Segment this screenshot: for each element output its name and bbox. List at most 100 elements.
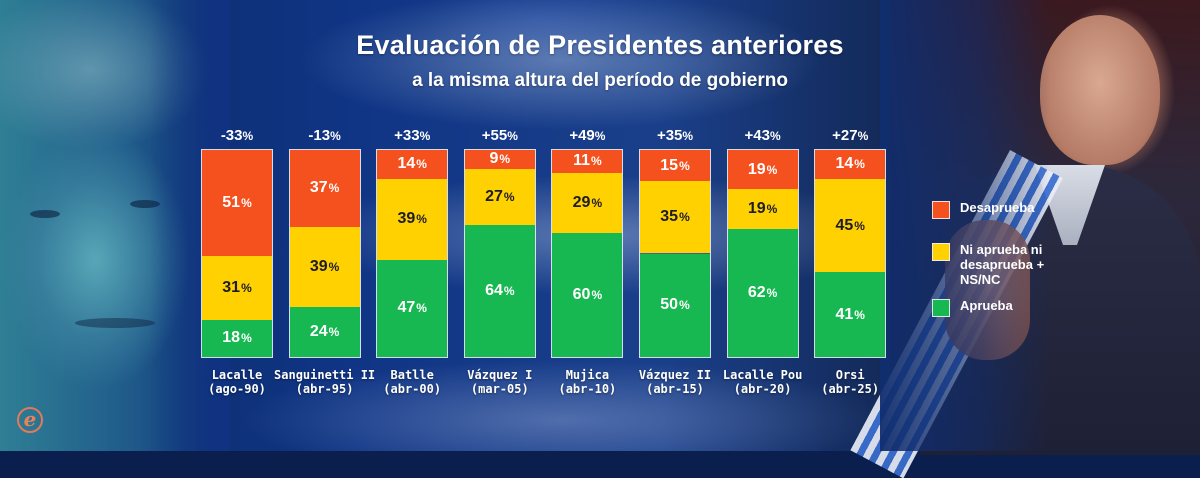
bar-vázquez-i: 9% 27% 64% (463, 149, 536, 358)
value-number: 24 (309, 323, 328, 341)
bar-segment-ni_ni: 45% (815, 178, 886, 273)
bar-segment-desaprueba: 9% (464, 150, 535, 169)
category-date: (mar-05) (470, 382, 529, 396)
percent-sign: % (330, 129, 341, 143)
value-number: +49 (569, 127, 595, 144)
percent-sign: % (416, 301, 427, 316)
net-balance-label: +27% (805, 127, 895, 144)
percent-sign: % (507, 129, 518, 143)
value-number: -33 (220, 127, 243, 144)
percent-sign: % (241, 331, 252, 346)
bar-segment-aprueba: 18% (202, 319, 272, 357)
chart-subtitle: a la misma altura del período de gobiern… (412, 70, 788, 91)
value-number: 37 (309, 179, 328, 197)
legend-label: Aprueba (960, 298, 1013, 313)
percent-sign: % (769, 129, 781, 143)
value-number: 27 (485, 187, 503, 205)
legend-swatch (932, 201, 950, 219)
bar-sanguinetti-ii: 37% 39% 24% (288, 149, 361, 358)
category-name: Orsi (835, 368, 865, 382)
portrait-eye (130, 200, 160, 208)
value-number: 19 (747, 199, 766, 217)
value-number: 47 (397, 299, 416, 317)
category-label: Lacalle Pou (abr-20) (708, 368, 818, 396)
percent-sign: % (679, 210, 690, 225)
net-balance-label: +43% (718, 127, 808, 144)
bar-segment-aprueba: 47% (377, 259, 448, 357)
category-name: Lacalle (211, 368, 263, 382)
bar-segment-ni_ni: 39% (377, 178, 448, 260)
net-balance-label: -13% (280, 127, 370, 144)
value-number: 39 (397, 210, 416, 228)
category-name: Vázquez II (638, 368, 712, 382)
percent-sign: % (594, 129, 606, 143)
category-date: (ago-90) (208, 382, 266, 396)
value-number: 41 (835, 305, 854, 323)
value-number: 18 (222, 329, 241, 347)
value-number: 9 (489, 150, 499, 168)
value-number: -13 (308, 127, 331, 144)
percent-sign: % (419, 129, 431, 143)
legend-label: Desaprueba (960, 200, 1035, 215)
percent-sign: % (499, 152, 511, 167)
value-number: 45 (835, 216, 854, 234)
bar-segment-ni_ni: 35% (640, 181, 710, 254)
bar-segment-desaprueba: 15% (640, 150, 710, 182)
category-label: Lacalle (ago-90) (182, 368, 292, 396)
legend-label: Ni aprueba ni desaprueba + NS/NC (960, 242, 1045, 287)
value-number: 51 (222, 193, 241, 211)
percent-sign: % (416, 212, 427, 227)
portrait-eye (30, 210, 60, 218)
value-number: 11 (573, 152, 591, 170)
bar-orsi: 14% 45% 41% (814, 149, 887, 358)
category-label: Sanguinetti II (abr-95) (270, 368, 380, 396)
net-balance-label: -33% (192, 127, 282, 144)
value-number: 29 (572, 193, 591, 211)
value-number: +27 (832, 127, 858, 144)
value-number: 62 (747, 283, 766, 301)
brand-logo-icon: e (17, 407, 43, 433)
percent-sign: % (766, 201, 778, 216)
bar-segment-aprueba: 24% (289, 307, 360, 357)
percent-sign: % (857, 129, 869, 143)
bar-lacalle-pou: 19% 19% 62% (726, 149, 799, 358)
percent-sign: % (854, 218, 865, 233)
value-number: +35 (656, 127, 683, 144)
category-date: (abr-15) (646, 382, 704, 396)
bar-segment-aprueba: 50% (640, 253, 710, 357)
percent-sign: % (854, 307, 865, 322)
bar-segment-ni_ni: 27% (464, 168, 535, 225)
value-number: 35 (660, 208, 679, 226)
percent-sign: % (242, 129, 254, 143)
bar-segment-ni_ni: 29% (552, 172, 623, 233)
category-date: (abr-10) (558, 382, 617, 396)
percent-sign: % (328, 181, 340, 196)
value-number: 14 (397, 155, 416, 173)
legend-swatch (932, 243, 950, 261)
percent-sign: % (503, 283, 515, 298)
bar-mujica: 11% 29% 60% (551, 149, 624, 358)
category-date: (abr-25) (821, 382, 880, 396)
category-name: Lacalle Pou (722, 368, 803, 382)
percent-sign: % (682, 129, 694, 143)
right-fade-overlay (880, 0, 1050, 451)
percent-sign: % (328, 325, 340, 340)
category-label: Mujica (abr-10) (532, 368, 642, 396)
value-number: 15 (660, 156, 679, 174)
stacked-bar-chart: -33% 51% 31% 18% Lacalle (ago-90) -13% 37% 39% 24… (182, 127, 905, 396)
category-name: Vázquez I (467, 368, 533, 382)
percent-sign: % (328, 259, 340, 274)
value-number: 19 (747, 160, 766, 178)
category-name: Batlle (390, 368, 434, 382)
category-label: Orsi (abr-25) (795, 368, 905, 396)
bar-segment-desaprueba: 14% (377, 150, 448, 179)
value-number: +33 (394, 127, 420, 144)
bar-lacalle: 51% 31% 18% (201, 149, 273, 358)
value-number: +55 (481, 127, 508, 144)
net-balance-label: +55% (455, 127, 545, 144)
value-number: 31 (222, 278, 241, 296)
bar-segment-desaprueba: 11% (552, 150, 623, 173)
percent-sign: % (854, 157, 865, 172)
portrait-head (1040, 15, 1160, 165)
percent-sign: % (416, 157, 427, 172)
